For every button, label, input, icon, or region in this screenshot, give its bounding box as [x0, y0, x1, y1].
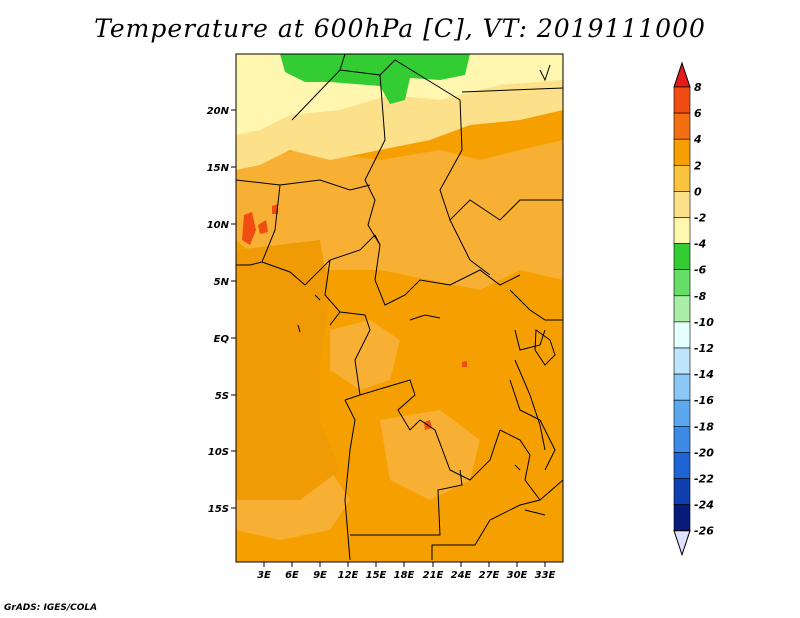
colorbar-label: -8	[694, 290, 707, 303]
colorbar-box	[673, 191, 691, 218]
colorbar-label: -4	[694, 238, 706, 251]
lat-label: 20N	[207, 106, 230, 117]
lat-label: 15S	[208, 504, 229, 515]
colorbar-box	[673, 295, 691, 323]
green-cold-patch	[280, 54, 470, 104]
lon-label: 18E	[394, 570, 415, 581]
lon-label: 27E	[479, 570, 500, 581]
colorbar-label: -14	[694, 368, 714, 381]
warm-spot-west-3	[272, 204, 278, 214]
colorbar-box	[673, 112, 691, 140]
colorbar-labels: 8 6 4 2 0 -2 -4 -6 -8 -10 -12 -14 -16 -18 -20 -22 -24 -26	[693, 81, 714, 538]
lon-label: 3E	[257, 570, 271, 581]
lat-label: 10S	[208, 447, 229, 458]
colorbar-box	[673, 86, 691, 114]
colorbar-box	[673, 321, 691, 349]
colorbar-label: 0	[694, 185, 702, 198]
colorbar-label: 6	[694, 107, 702, 120]
lat-label: 5S	[215, 391, 229, 402]
lon-ticks	[263, 562, 546, 567]
colorbar-box	[673, 269, 691, 297]
colorbar-label: -2	[694, 212, 707, 225]
lon-label: 15E	[366, 570, 387, 581]
colorbar-box	[673, 165, 691, 192]
lat-labels: 20N 15N 10N 5N EQ 5S 10S 15S	[207, 106, 230, 515]
colorbar-box	[673, 425, 691, 453]
colorbar-label: -16	[694, 394, 714, 407]
colorbar-box	[673, 399, 691, 427]
lon-label: 21E	[423, 570, 444, 581]
dark-orange-west	[236, 240, 340, 500]
colorbar-label: -20	[694, 446, 714, 459]
lat-label: EQ	[214, 334, 230, 345]
colorbar-label: 2	[694, 159, 702, 172]
colorbar-label: 4	[693, 133, 702, 146]
lat-label: 5N	[214, 277, 230, 288]
lon-label: 33E	[535, 570, 556, 581]
colorbar-box	[673, 478, 691, 505]
colorbar-box	[673, 217, 691, 244]
colorbar-label: -24	[694, 499, 714, 512]
country-borders	[235, 53, 564, 561]
lon-label: 24E	[451, 570, 472, 581]
colorbar-box	[673, 373, 691, 401]
colorbar-bottom-arrow	[673, 530, 691, 557]
colorbar	[673, 61, 691, 557]
light-orange-patch-congo	[330, 320, 400, 390]
lat-label: 10N	[207, 220, 230, 231]
warm-spot-west-2	[258, 220, 268, 234]
colorbar-label: -6	[694, 264, 707, 277]
colorbar-label: -18	[694, 420, 714, 433]
colorbar-label: -12	[694, 342, 714, 355]
grads-credit: GrADS: IGES/COLA	[4, 603, 98, 613]
colorbar-box	[673, 243, 691, 271]
lat-ticks	[231, 109, 236, 509]
lon-label: 30E	[507, 570, 528, 581]
lon-labels: 3E 6E 9E 12E 15E 18E 21E 24E 27E 30E 33E	[257, 570, 555, 581]
colorbar-label: 8	[694, 81, 702, 94]
colorbar-box	[673, 347, 691, 375]
map-frame	[235, 53, 564, 563]
warm-spot-west	[242, 212, 256, 245]
lon-label: 12E	[338, 570, 359, 581]
colorbar-label: -10	[694, 316, 714, 329]
lat-label: 15N	[207, 163, 230, 174]
map-panel	[235, 53, 564, 563]
colorbar-box	[673, 452, 691, 479]
map-title: Temperature at 600hPa [C], VT: 201911100…	[94, 14, 706, 43]
colorbar-top-arrow	[673, 61, 691, 88]
colorbar-box	[673, 138, 691, 166]
colorbar-label: -22	[694, 473, 714, 486]
lon-label: 9E	[313, 570, 327, 581]
colorbar-label: -26	[694, 525, 714, 538]
colorbar-box	[673, 504, 691, 532]
light-orange-patch-south-central	[380, 410, 480, 500]
warm-spot-east	[462, 361, 467, 367]
lon-label: 6E	[285, 570, 299, 581]
